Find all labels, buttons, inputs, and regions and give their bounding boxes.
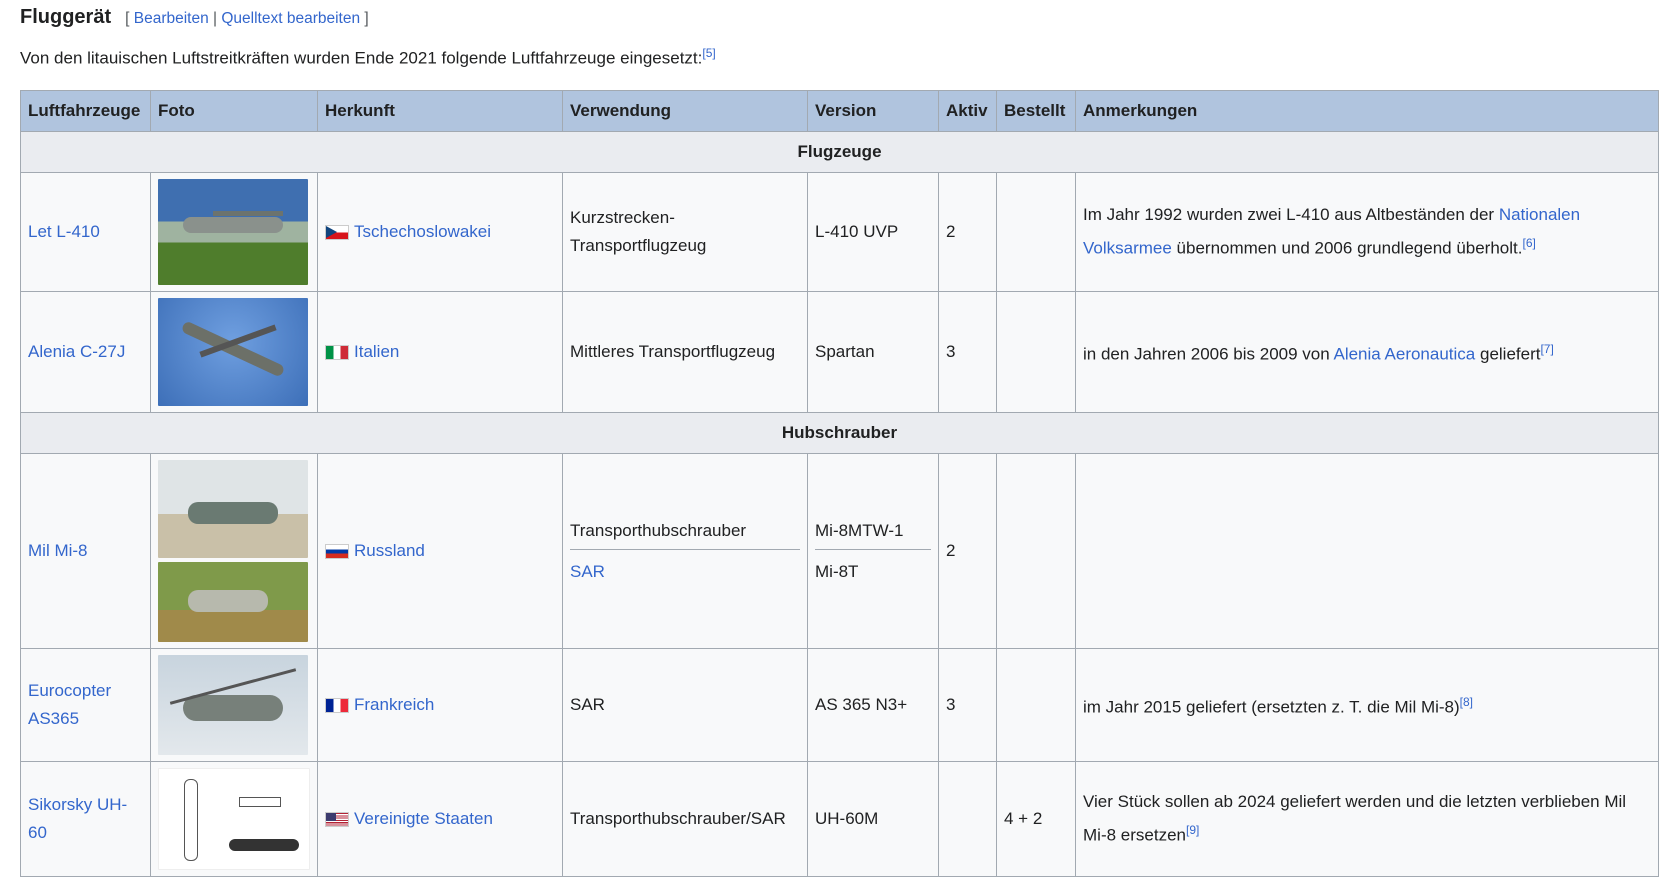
country-link[interactable]: Italien xyxy=(354,342,400,361)
note-link[interactable]: Alenia Aeronautica xyxy=(1333,344,1476,364)
ref-link[interactable]: [5] xyxy=(702,46,716,60)
flag-it-icon xyxy=(325,345,349,361)
usage: Kurzstrecken-Transportflugzeug xyxy=(562,172,808,292)
group-header: Flugzeuge xyxy=(20,131,1659,173)
version: Spartan xyxy=(807,291,939,413)
version: Mi-8MTW-1 xyxy=(815,517,931,550)
active: 2 xyxy=(938,453,997,649)
col-header: Luftfahrzeuge xyxy=(20,90,151,132)
col-header: Aktiv xyxy=(938,90,997,132)
table-row: Eurocopter AS365 Frankreich SAR AS 365 N… xyxy=(20,648,1659,762)
ref-link[interactable]: [6] xyxy=(1522,236,1536,251)
table-row: Mil Mi-8 Russland Transporthubschrauber S… xyxy=(20,453,1659,649)
table-row: Let L-410 Tschechoslowakei Kurzstrecken-… xyxy=(20,172,1659,292)
usage: Mittleres Transportflugzeug xyxy=(562,291,808,413)
note-link[interactable]: Nationalen Volksarmee xyxy=(1083,205,1581,258)
flag-us-icon xyxy=(325,812,349,828)
note: Im Jahr 1992 wurden zwei L-410 aus Altbe… xyxy=(1075,172,1659,292)
aircraft-link[interactable]: Eurocopter AS365 xyxy=(28,681,112,728)
intro-paragraph: Von den litauischen Luftstreitkräften wu… xyxy=(20,46,716,69)
ordered xyxy=(996,453,1076,649)
flag-cz-icon xyxy=(325,225,349,241)
usage: Transporthubschrauber xyxy=(570,517,800,550)
edit-source-link[interactable]: Quelltext bearbeiten xyxy=(221,10,361,27)
ref-link[interactable]: [7] xyxy=(1540,342,1554,357)
col-header: Version xyxy=(807,90,939,132)
ordered xyxy=(996,291,1076,413)
col-header: Foto xyxy=(150,90,318,132)
ref-link[interactable]: [9] xyxy=(1185,823,1200,838)
usage: SAR xyxy=(562,648,808,762)
group-header: Hubschrauber xyxy=(20,412,1659,454)
active: 3 xyxy=(938,648,997,762)
header-row: Luftfahrzeuge Foto Herkunft Verwendung V… xyxy=(20,90,1659,132)
version: L-410 UVP xyxy=(807,172,939,292)
country-link[interactable]: Russland xyxy=(354,541,425,560)
aircraft-link[interactable]: Sikorsky UH-60 xyxy=(28,795,128,842)
version: AS 365 N3+ xyxy=(807,648,939,762)
country-link[interactable]: Tschechoslowakei xyxy=(354,222,492,241)
table-row: Sikorsky UH-60 Vereinigte Staaten Transp… xyxy=(20,761,1659,877)
version: Mi-8T xyxy=(815,561,859,581)
aircraft-link[interactable]: Alenia C-27J xyxy=(28,342,126,361)
version: UH-60M xyxy=(807,761,939,877)
ordered xyxy=(996,648,1076,762)
ref-link[interactable]: [8] xyxy=(1459,695,1473,710)
note: im Jahr 2015 geliefert (ersetzten z. T. … xyxy=(1075,648,1659,762)
flag-fr-icon xyxy=(325,698,349,714)
aircraft-link[interactable]: Mil Mi-8 xyxy=(28,541,88,560)
aircraft-photo[interactable] xyxy=(158,562,308,642)
col-header: Herkunft xyxy=(317,90,563,132)
note: Vier Stück sollen ab 2024 geliefert werd… xyxy=(1075,761,1659,877)
col-header: Verwendung xyxy=(562,90,808,132)
country-link[interactable]: Vereinigte Staaten xyxy=(354,809,493,828)
aircraft-photo[interactable] xyxy=(158,460,308,558)
active xyxy=(938,761,997,877)
col-header: Bestellt xyxy=(996,90,1076,132)
usage: Transporthubschrauber/SAR xyxy=(562,761,808,877)
edit-links: [ Bearbeiten | Quelltext bearbeiten ] xyxy=(125,10,369,27)
ordered xyxy=(996,172,1076,292)
table-row: Alenia C-27J Italien Mittleres Transport… xyxy=(20,291,1659,413)
section-heading: Fluggerät [ Bearbeiten | Quelltext bearb… xyxy=(20,6,369,29)
section-title: Fluggerät xyxy=(20,6,112,28)
flag-ru-icon xyxy=(325,544,349,560)
active: 2 xyxy=(938,172,997,292)
aircraft-photo[interactable] xyxy=(158,298,308,406)
country-link[interactable]: Frankreich xyxy=(354,695,435,714)
note: in den Jahren 2006 bis 2009 von Alenia A… xyxy=(1075,291,1659,413)
intro-text: Von den litauischen Luftstreitkräften wu… xyxy=(20,48,703,68)
col-header: Anmerkungen xyxy=(1075,90,1659,132)
active: 3 xyxy=(938,291,997,413)
aircraft-photo[interactable] xyxy=(158,179,308,285)
aircraft-photo[interactable] xyxy=(158,655,308,755)
aircraft-link[interactable]: Let L-410 xyxy=(28,222,100,241)
usage-link[interactable]: SAR xyxy=(570,561,605,581)
note xyxy=(1075,453,1659,649)
aircraft-photo[interactable] xyxy=(158,768,310,870)
aircraft-table: Luftfahrzeuge Foto Herkunft Verwendung V… xyxy=(20,90,1659,877)
edit-link[interactable]: Bearbeiten xyxy=(133,10,209,27)
ordered: 4 + 2 xyxy=(996,761,1076,877)
